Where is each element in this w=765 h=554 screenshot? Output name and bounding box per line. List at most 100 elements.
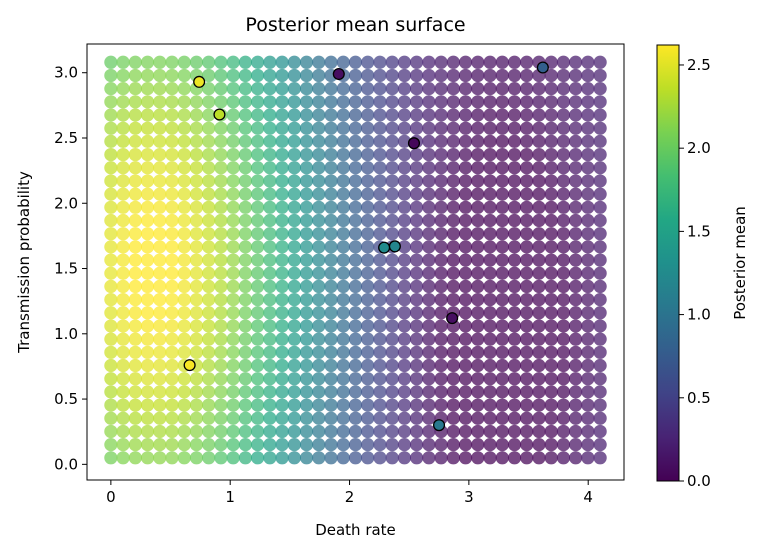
- heatmap-cell: [238, 438, 253, 452]
- heatmap-cell: [471, 213, 485, 228]
- heatmap-cell: [507, 134, 522, 148]
- heatmap-cell: [177, 451, 191, 465]
- heatmap-cell: [434, 227, 448, 241]
- heatmap-cell: [251, 82, 265, 96]
- heatmap-cell: [116, 253, 130, 267]
- heatmap-cell: [336, 213, 350, 228]
- heatmap-cell: [165, 306, 179, 320]
- heatmap-cell: [177, 306, 191, 320]
- heatmap-cell: [556, 108, 571, 122]
- heatmap-cell: [104, 108, 118, 122]
- heatmap-cell: [446, 411, 460, 425]
- heatmap-cell: [140, 200, 155, 214]
- heatmap-cell: [397, 68, 412, 83]
- heatmap-cell: [507, 108, 522, 122]
- heatmap-cell: [373, 95, 387, 109]
- y-tick-label: 0.5: [54, 390, 78, 408]
- heatmap-cell: [483, 174, 497, 188]
- heatmap-cell: [287, 161, 301, 175]
- heatmap-cell: [483, 108, 497, 122]
- heatmap-cell: [189, 227, 204, 241]
- heatmap-cell: [361, 424, 375, 439]
- heatmap-cell: [312, 68, 326, 83]
- heatmap-cell: [275, 293, 289, 307]
- heatmap-cell: [471, 121, 485, 135]
- heatmap-cell: [312, 385, 326, 399]
- heatmap-cell: [116, 213, 130, 228]
- heatmap-cell: [299, 108, 314, 122]
- heatmap-cell: [361, 438, 375, 452]
- heatmap-cell: [569, 82, 583, 96]
- heatmap-cell: [238, 82, 253, 96]
- heatmap-cell: [202, 358, 216, 373]
- heatmap-cell: [336, 319, 350, 333]
- heatmap-cell: [507, 332, 522, 346]
- heatmap-cell: [397, 398, 412, 412]
- heatmap-cell: [556, 332, 571, 346]
- heatmap-cell: [116, 385, 130, 399]
- heatmap-cell: [397, 319, 412, 333]
- heatmap-cell: [385, 266, 399, 280]
- heatmap-cell: [140, 82, 155, 96]
- heatmap-cell: [140, 372, 155, 386]
- heatmap-cell: [593, 200, 607, 214]
- heatmap-cell: [324, 372, 338, 386]
- heatmap-cell: [104, 68, 118, 83]
- heatmap-cell: [348, 332, 363, 346]
- heatmap-cell: [544, 134, 558, 148]
- x-tick-label: 0: [106, 488, 116, 506]
- heatmap-cell: [581, 134, 595, 148]
- heatmap-cell: [361, 411, 375, 425]
- heatmap-cell: [410, 372, 424, 386]
- heatmap-cell: [128, 187, 142, 201]
- heatmap-cell: [507, 306, 522, 320]
- heatmap-cell: [581, 147, 595, 162]
- heatmap-cell: [422, 121, 436, 135]
- heatmap-cell: [593, 134, 607, 148]
- heatmap-cell: [177, 424, 191, 439]
- heatmap-cell: [238, 161, 253, 175]
- heatmap-cell: [226, 82, 240, 96]
- heatmap-cell: [483, 68, 497, 83]
- heatmap-cell: [238, 240, 253, 254]
- heatmap-cell: [458, 451, 473, 465]
- heatmap-cell: [361, 385, 375, 399]
- heatmap-cell: [581, 227, 595, 241]
- heatmap-cell: [287, 385, 301, 399]
- heatmap-cell: [434, 345, 448, 359]
- heatmap-cell: [226, 174, 240, 188]
- heatmap-cell: [177, 161, 191, 175]
- heatmap-cell: [348, 55, 363, 69]
- heatmap-cell: [275, 227, 289, 241]
- heatmap-cell: [202, 147, 216, 162]
- heatmap-cell: [532, 266, 546, 280]
- heatmap-cell: [471, 358, 485, 373]
- heatmap-cell: [593, 345, 607, 359]
- heatmap-cell: [238, 121, 253, 135]
- heatmap-cell: [128, 161, 142, 175]
- observation-point: [193, 75, 206, 88]
- heatmap-cell: [140, 411, 155, 425]
- heatmap-cell: [569, 134, 583, 148]
- heatmap-cell: [544, 293, 558, 307]
- heatmap-cell: [544, 227, 558, 241]
- heatmap-cell: [336, 398, 350, 412]
- heatmap-cell: [312, 411, 326, 425]
- heatmap-cell: [336, 174, 350, 188]
- heatmap-cell: [128, 372, 142, 386]
- heatmap-cell: [287, 174, 301, 188]
- heatmap-cell: [532, 82, 546, 96]
- heatmap-cell: [434, 95, 448, 109]
- heatmap-cell: [385, 174, 399, 188]
- heatmap-cell: [520, 306, 534, 320]
- heatmap-cell: [507, 293, 522, 307]
- heatmap-cell: [495, 424, 509, 439]
- heatmap-cell: [532, 306, 546, 320]
- heatmap-cell: [324, 95, 338, 109]
- heatmap-cell: [128, 95, 142, 109]
- heatmap-cell: [336, 345, 350, 359]
- heatmap-cell: [238, 200, 253, 214]
- heatmap-cell: [507, 174, 522, 188]
- heatmap-cell: [544, 372, 558, 386]
- heatmap-cell: [446, 385, 460, 399]
